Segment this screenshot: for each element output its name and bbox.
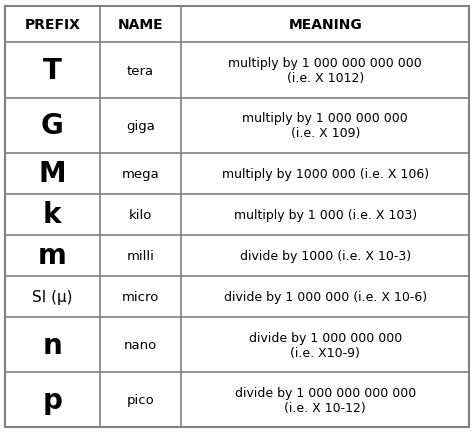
Text: MEANING: MEANING — [288, 18, 362, 32]
Text: divide by 1000 (i.e. X 10-3): divide by 1000 (i.e. X 10-3) — [240, 250, 411, 262]
Text: giga: giga — [126, 120, 155, 132]
Text: SI (μ): SI (μ) — [32, 289, 73, 304]
Text: nano: nano — [124, 338, 157, 351]
Text: multiply by 1 000 (i.e. X 103): multiply by 1 000 (i.e. X 103) — [234, 208, 417, 221]
Text: kilo: kilo — [129, 208, 152, 221]
Text: n: n — [43, 331, 62, 358]
Text: PREFIX: PREFIX — [25, 18, 80, 32]
Text: divide by 1 000 000 000 000
(i.e. X 10-12): divide by 1 000 000 000 000 (i.e. X 10-1… — [235, 386, 416, 414]
Text: multiply by 1 000 000 000 000
(i.e. X 1012): multiply by 1 000 000 000 000 (i.e. X 10… — [228, 57, 422, 85]
Text: NAME: NAME — [118, 18, 164, 32]
Text: T: T — [43, 57, 62, 85]
Text: k: k — [43, 201, 62, 229]
Text: divide by 1 000 000 000
(i.e. X10-9): divide by 1 000 000 000 (i.e. X10-9) — [249, 331, 402, 358]
Text: tera: tera — [127, 64, 154, 77]
Text: micro: micro — [122, 290, 159, 303]
Text: M: M — [38, 160, 66, 188]
Text: milli: milli — [127, 250, 155, 262]
Text: mega: mega — [122, 168, 159, 181]
Text: multiply by 1000 000 (i.e. X 106): multiply by 1000 000 (i.e. X 106) — [222, 168, 429, 181]
Text: G: G — [41, 112, 64, 140]
Text: pico: pico — [127, 393, 155, 406]
Text: m: m — [38, 242, 67, 270]
Text: p: p — [42, 386, 62, 414]
Text: divide by 1 000 000 (i.e. X 10-6): divide by 1 000 000 (i.e. X 10-6) — [224, 290, 427, 303]
Text: multiply by 1 000 000 000
(i.e. X 109): multiply by 1 000 000 000 (i.e. X 109) — [242, 112, 408, 140]
